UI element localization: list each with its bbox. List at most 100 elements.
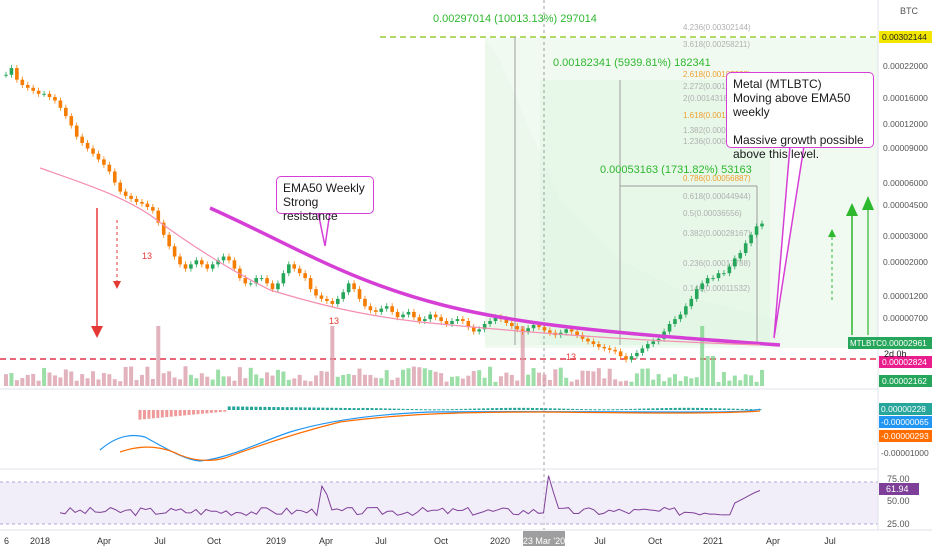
macd-hist-bar bbox=[486, 408, 490, 410]
macd-hist-bar bbox=[602, 409, 606, 411]
macd-hist-bar bbox=[250, 406, 254, 410]
volume-bar bbox=[183, 366, 188, 386]
macd-hist-bar bbox=[727, 408, 731, 410]
macd-hist-bar bbox=[455, 409, 459, 411]
macd-hist-bar bbox=[673, 407, 677, 410]
candle-body bbox=[189, 264, 193, 269]
volume-bar bbox=[721, 372, 726, 386]
volume-bar bbox=[107, 374, 112, 386]
macd-hist-bar bbox=[343, 407, 347, 410]
candle-body bbox=[287, 264, 291, 274]
fib-level-label: 0.5(0.00036556) bbox=[683, 209, 742, 218]
volume-bar bbox=[395, 377, 400, 386]
candle-body bbox=[254, 278, 258, 284]
macd-hist-bar bbox=[428, 409, 432, 411]
volume-bar bbox=[226, 376, 231, 386]
candle-body bbox=[199, 260, 204, 265]
volume-bars bbox=[4, 326, 764, 386]
volume-bar bbox=[178, 379, 183, 386]
volume-bar bbox=[390, 379, 395, 386]
price-tick-label: 0.00001200 bbox=[883, 291, 928, 301]
candle-body bbox=[172, 246, 177, 257]
macd-hist-bar bbox=[499, 407, 503, 410]
volume-bar bbox=[689, 378, 694, 386]
volume-bar bbox=[743, 374, 748, 386]
macd-hist-bar bbox=[200, 410, 204, 414]
macd-value-label: -0.00000293 bbox=[881, 431, 929, 441]
time-axis[interactable]: 6 2018 Apr Jul Oct 2019 Apr Jul Oct 2020 23 Mar '2… bbox=[0, 529, 932, 550]
ema50-weekly-line bbox=[209, 206, 781, 347]
macd-hist-bar bbox=[544, 408, 548, 410]
macd-hist-bar bbox=[330, 407, 334, 410]
volume-bar bbox=[547, 379, 552, 386]
candle-body bbox=[308, 278, 313, 290]
candle-body bbox=[91, 148, 95, 154]
macd-hist-bar bbox=[526, 407, 530, 410]
price-marker-label: 0.00002961 bbox=[882, 338, 927, 348]
candle-body bbox=[20, 79, 25, 85]
volume-bar bbox=[694, 377, 699, 386]
volume-bar bbox=[531, 368, 536, 386]
candle-body bbox=[216, 260, 220, 265]
macd-value-label: 0.00000228 bbox=[881, 404, 926, 414]
volume-bar bbox=[150, 378, 155, 386]
candle-body bbox=[727, 266, 732, 274]
rsi-tick-50: 50.00 bbox=[887, 496, 910, 506]
candle-body bbox=[42, 93, 46, 95]
volume-bar bbox=[362, 374, 367, 386]
volume-bar bbox=[580, 370, 585, 386]
candle-body bbox=[455, 319, 460, 322]
volume-bar bbox=[683, 376, 688, 386]
candle-body bbox=[53, 97, 57, 101]
macd-pane[interactable] bbox=[99, 406, 762, 462]
ema-annotation-box[interactable]: EMA50 Weekly Strong resistance bbox=[276, 176, 374, 223]
macd-hist-bar bbox=[160, 410, 164, 418]
rsi-pane[interactable] bbox=[0, 475, 878, 525]
volume-bar bbox=[232, 380, 237, 386]
ema-thin-line bbox=[39, 167, 761, 346]
macd-hist-bar bbox=[731, 408, 735, 410]
macd-hist-bar bbox=[365, 407, 369, 410]
macd-hist-bar bbox=[267, 406, 271, 410]
candle-body bbox=[406, 311, 411, 315]
macd-hist-bar bbox=[571, 408, 575, 410]
volume-bar bbox=[433, 371, 438, 386]
macd-hist-bar bbox=[575, 408, 579, 410]
time-axis-bg bbox=[0, 530, 932, 550]
candle-body bbox=[667, 324, 672, 332]
volume-bar bbox=[591, 371, 596, 386]
candle-body bbox=[330, 300, 335, 304]
macd-hist-bar bbox=[531, 407, 535, 410]
macd-hist-bar bbox=[316, 407, 320, 410]
candle-body bbox=[488, 321, 492, 325]
time-tick-label: Apr bbox=[766, 536, 780, 546]
signal-line bbox=[119, 410, 761, 461]
candle-body bbox=[510, 322, 514, 327]
volume-bar bbox=[42, 367, 47, 386]
candle-body bbox=[314, 289, 318, 296]
price-axis[interactable]: BTC 0.00022000 0.00016000 0.00012000 0.0000… bbox=[848, 0, 932, 530]
macd-hist-bar bbox=[441, 409, 445, 411]
price-pane[interactable]: 4.236(0.00302144) 3.618(0.00258211) 2.618(… bbox=[0, 0, 880, 530]
rsi-value-label: 61.94 bbox=[886, 484, 909, 494]
target-label-3: 0.00053163 (1731.82%) 53163 bbox=[600, 164, 752, 176]
candle-body bbox=[450, 321, 454, 325]
macd-hist-bar bbox=[745, 409, 749, 411]
macd-hist-bar bbox=[169, 410, 173, 417]
macd-hist-bar bbox=[633, 408, 637, 410]
volume-bar bbox=[80, 374, 85, 386]
macd-hist-bar bbox=[758, 409, 762, 411]
candle-body bbox=[439, 317, 443, 322]
symbol-badge bbox=[848, 337, 879, 349]
volume-bar bbox=[292, 378, 297, 386]
volume-bar bbox=[640, 368, 645, 386]
macd-hist-bar bbox=[655, 408, 659, 410]
macd-hist-bar bbox=[709, 408, 713, 410]
metal-annotation-box[interactable]: Metal (MTLBTC) Moving above EMA50 weekly… bbox=[726, 72, 874, 161]
candle-body bbox=[341, 292, 346, 299]
volume-bar bbox=[760, 369, 764, 386]
macd-hist-bar bbox=[468, 408, 472, 410]
volume-bar bbox=[656, 374, 661, 386]
